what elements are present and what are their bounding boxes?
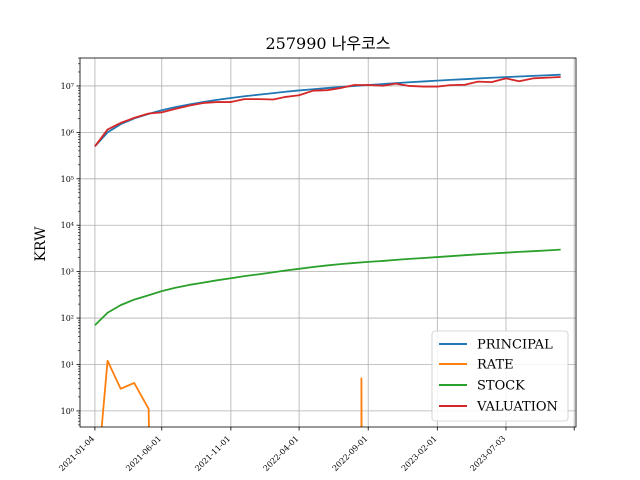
y-tick-label: 10³ — [61, 268, 74, 277]
y-tick-label: 10² — [61, 314, 74, 323]
series-line-principal — [94, 73, 561, 147]
series-line-valuation — [94, 76, 561, 147]
series-line-stock — [94, 248, 561, 326]
legend-label-rate: RATE — [477, 358, 514, 373]
axes-frame — [79, 57, 577, 428]
series-lines — [94, 73, 561, 427]
series-line-rate — [100, 359, 150, 427]
chart-title: 257990 나우코스 — [265, 34, 390, 53]
y-axis-label: KRW — [33, 226, 49, 262]
y-tick-label: 10⁷ — [61, 82, 74, 91]
legend-label-valuation: VALUATION — [476, 400, 558, 415]
y-tick-label: 10⁴ — [61, 221, 74, 230]
legend-label-stock: STOCK — [477, 379, 525, 394]
legend-box — [431, 330, 569, 422]
y-tick-label: 10⁰ — [61, 407, 74, 416]
legend-label-principal: PRINCIPAL — [477, 338, 553, 353]
y-axis-ticks: 10⁰ 10¹ 10² 10³ 10⁴ 10⁵ 10⁶ 10⁷ — [61, 57, 80, 426]
legend: PRINCIPAL RATE STOCK VALUATION — [431, 330, 569, 422]
y-tick-label: 10¹ — [61, 360, 74, 369]
y-tick-label: 10⁵ — [61, 175, 74, 184]
y-tick-label: 10⁶ — [61, 128, 74, 137]
